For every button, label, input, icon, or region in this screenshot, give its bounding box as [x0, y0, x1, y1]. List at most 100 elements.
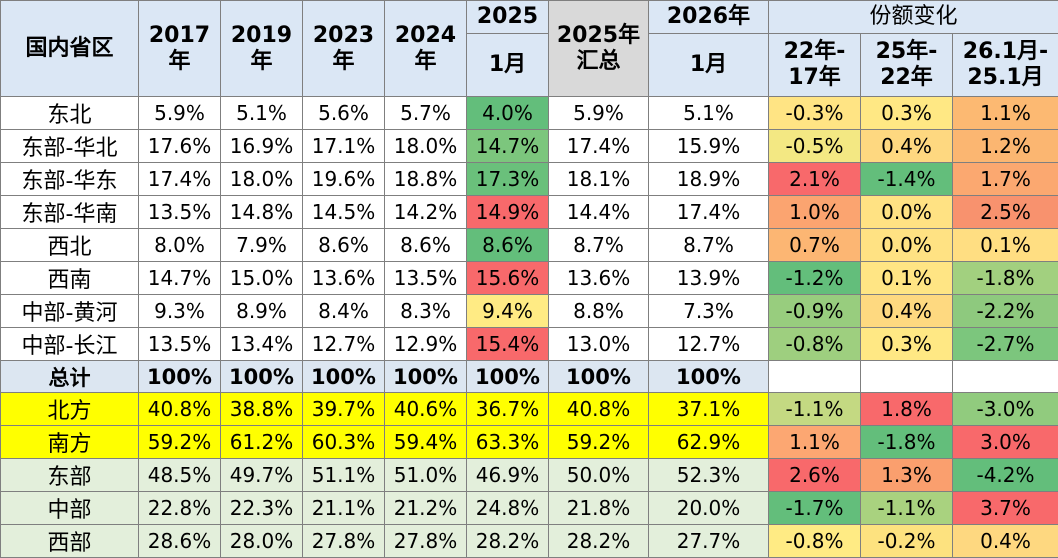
region-cell: 东部-华北: [1, 130, 139, 163]
value-cell: 17.1%: [303, 130, 385, 163]
value-cell: 0.7%: [769, 229, 861, 262]
value-cell: 15.9%: [649, 130, 769, 163]
value-cell: 59.2%: [139, 426, 221, 459]
value-cell: -0.3%: [769, 97, 861, 130]
value-cell: 63.3%: [467, 426, 549, 459]
value-cell: [953, 361, 1058, 393]
value-cell: 14.2%: [385, 196, 467, 229]
value-cell: 15.0%: [221, 262, 303, 295]
value-cell: 37.1%: [649, 393, 769, 426]
value-cell: 5.6%: [303, 97, 385, 130]
col-2023-header: 2023 年: [303, 1, 385, 97]
value-cell: 5.1%: [649, 97, 769, 130]
value-cell: 5.7%: [385, 97, 467, 130]
value-cell: 28.2%: [549, 525, 649, 558]
region-cell: 总计: [1, 361, 139, 393]
value-cell: -2.2%: [953, 295, 1058, 328]
value-cell: 51.0%: [385, 459, 467, 492]
value-cell: 18.0%: [385, 130, 467, 163]
value-cell: 0.3%: [861, 328, 953, 361]
region-cell: 中部-黄河: [1, 295, 139, 328]
value-cell: 14.5%: [303, 196, 385, 229]
value-cell: 24.8%: [467, 492, 549, 525]
value-cell: 13.5%: [139, 196, 221, 229]
value-cell: 1.2%: [953, 130, 1058, 163]
value-cell: 3.0%: [953, 426, 1058, 459]
value-cell: 16.9%: [221, 130, 303, 163]
region-cell: 东部-华东: [1, 163, 139, 196]
region-cell: 西北: [1, 229, 139, 262]
value-cell: 28.0%: [221, 525, 303, 558]
value-cell: -0.9%: [769, 295, 861, 328]
value-cell: 8.9%: [221, 295, 303, 328]
value-cell: 59.2%: [549, 426, 649, 459]
value-cell: 8.7%: [649, 229, 769, 262]
value-cell: 7.9%: [221, 229, 303, 262]
value-cell: 50.0%: [549, 459, 649, 492]
value-cell: 8.6%: [467, 229, 549, 262]
value-cell: 100%: [385, 361, 467, 393]
value-cell: 3.7%: [953, 492, 1058, 525]
value-cell: 18.0%: [221, 163, 303, 196]
value-cell: 27.8%: [385, 525, 467, 558]
region-cell: 北方: [1, 393, 139, 426]
col-change-26-25-header: 26.1月- 25.1月: [953, 34, 1058, 97]
value-cell: -1.1%: [769, 393, 861, 426]
value-cell: 49.7%: [221, 459, 303, 492]
value-cell: 13.0%: [549, 328, 649, 361]
value-cell: 14.7%: [467, 130, 549, 163]
value-cell: 8.0%: [139, 229, 221, 262]
value-cell: 5.9%: [549, 97, 649, 130]
value-cell: 46.9%: [467, 459, 549, 492]
value-cell: 13.5%: [385, 262, 467, 295]
value-cell: -1.7%: [769, 492, 861, 525]
value-cell: 13.9%: [649, 262, 769, 295]
col-2026-jan-header-top: 2026年: [649, 1, 769, 34]
value-cell: 1.3%: [861, 459, 953, 492]
region-cell: 东北: [1, 97, 139, 130]
value-cell: 13.4%: [221, 328, 303, 361]
region-cell: 中部: [1, 492, 139, 525]
value-cell: 13.6%: [549, 262, 649, 295]
value-cell: -0.8%: [769, 328, 861, 361]
value-cell: -1.8%: [953, 262, 1058, 295]
value-cell: 62.9%: [649, 426, 769, 459]
value-cell: 20.0%: [649, 492, 769, 525]
value-cell: 39.7%: [303, 393, 385, 426]
region-cell: 东部: [1, 459, 139, 492]
value-cell: 1.1%: [953, 97, 1058, 130]
col-2026-jan-header-sub: 1月: [649, 34, 769, 97]
value-cell: 2.1%: [769, 163, 861, 196]
value-cell: -0.2%: [861, 525, 953, 558]
share-change-header: 份额变化: [769, 1, 1058, 34]
value-cell: 51.1%: [303, 459, 385, 492]
value-cell: [769, 361, 861, 393]
value-cell: 21.8%: [549, 492, 649, 525]
value-cell: 40.8%: [139, 393, 221, 426]
value-cell: 7.3%: [649, 295, 769, 328]
value-cell: 12.7%: [303, 328, 385, 361]
value-cell: 1.1%: [769, 426, 861, 459]
col-change-25-22-header: 25年- 22年: [861, 34, 953, 97]
value-cell: 9.3%: [139, 295, 221, 328]
value-cell: 0.0%: [861, 229, 953, 262]
value-cell: 12.7%: [649, 328, 769, 361]
value-cell: 48.5%: [139, 459, 221, 492]
value-cell: 28.2%: [467, 525, 549, 558]
value-cell: -2.7%: [953, 328, 1058, 361]
value-cell: 8.8%: [549, 295, 649, 328]
col-change-22-17-header: 22年- 17年: [769, 34, 861, 97]
value-cell: 8.6%: [385, 229, 467, 262]
value-cell: 52.3%: [649, 459, 769, 492]
value-cell: 19.6%: [303, 163, 385, 196]
value-cell: 18.1%: [549, 163, 649, 196]
value-cell: 40.6%: [385, 393, 467, 426]
col-2025-jan-header-sub: 1月: [467, 34, 549, 97]
